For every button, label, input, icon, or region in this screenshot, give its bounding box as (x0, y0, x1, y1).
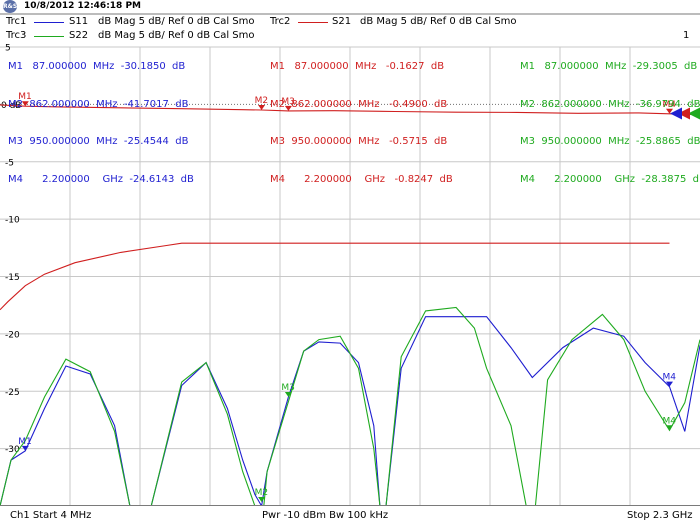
reference-arrow-icon (688, 107, 700, 120)
trace-swatch (298, 22, 328, 23)
marker-triangle (258, 104, 266, 110)
trace-legend-trc3[interactable]: Trc3 S22 dB Mag 5 dB/ Ref 0 dB Cal Smo (6, 30, 255, 43)
trace-param: S11 (69, 16, 89, 27)
marker-label: M2 (255, 96, 269, 106)
y-tick-label: -30 (5, 445, 20, 455)
marker-label: M1 (18, 437, 32, 447)
page-indicator: 1 (683, 30, 690, 41)
trace-desc: dB Mag 5 dB/ Ref 0 dB Cal Smo (360, 16, 517, 27)
y-tick-label: 5 (5, 44, 11, 54)
y-tick-label: -10 (5, 216, 20, 226)
marker-row: M1 87.000000 MHz -29.3005 dB (520, 61, 698, 72)
marker-row: M3 950.000000 MHz -0.5715 dB (270, 136, 448, 147)
timestamp: 10/8/2012 12:46:18 PM (24, 1, 141, 11)
marker-triangle (258, 497, 266, 502)
marker-triangle (21, 445, 29, 451)
status-footer: Ch1 Start 4 MHz Pwr -10 dBm Bw 100 kHz S… (0, 506, 700, 525)
trace-id: Trc1 (6, 16, 27, 27)
title-bar: R&S 10/8/2012 12:46:18 PM (0, 0, 700, 14)
trace-param: S22 (69, 30, 89, 41)
marker-row: M4 2.200000 GHz -28.3875 dB (520, 173, 700, 185)
trace-desc: dB Mag 5 dB/ Ref 0 dB Cal Smo (98, 30, 255, 41)
marker-row: M1 87.000000 MHz -0.1627 dB (270, 61, 445, 72)
trace-id: Trc3 (6, 30, 27, 41)
marker-triangle (666, 108, 674, 114)
marker-triangle (666, 425, 674, 431)
marker-triangle (21, 101, 29, 107)
marker-table-s22: M1 87.000000 MHz -29.3005 dB M2 862.0000… (520, 36, 700, 199)
marker-row: M3 950.000000 MHz -25.4544 dB (8, 136, 189, 147)
marker-label: M2 (255, 488, 269, 498)
marker-triangle (284, 391, 292, 397)
power-bandwidth: Pwr -10 dBm Bw 100 kHz (262, 510, 389, 521)
trace-id: Trc2 (270, 16, 291, 27)
series-line-s22 (0, 306, 700, 506)
marker-triangle (666, 381, 674, 387)
trace-swatch (34, 22, 64, 23)
trace-legend-trc2[interactable]: Trc2 S21 dB Mag 5 dB/ Ref 0 dB Cal Smo (270, 16, 517, 29)
trace-desc: dB Mag 5 dB/ Ref 0 dB Cal Smo (98, 16, 255, 27)
reference-arrow-icon (678, 107, 690, 120)
trace-legend-trc1[interactable]: Trc1 S11 dB Mag 5 dB/ Ref 0 dB Cal Smo (6, 16, 255, 29)
y-tick-label: -5 (5, 158, 14, 168)
marker-row: M2 862.000000 MHz -0.4900 dB (270, 98, 448, 110)
marker-row: M3 950.000000 MHz -25.8865 dB (520, 136, 700, 147)
marker-row: M2 862.000000 MHz -36.9794 dB (520, 98, 700, 110)
marker-table-s21: M1 87.000000 MHz -0.1627 dB M2 862.00000… (270, 36, 453, 199)
reference-arrow-icon (670, 107, 682, 120)
marker-row: M1 87.000000 MHz -30.1850 dB (8, 61, 186, 72)
marker-label: M4 (663, 373, 677, 383)
marker-row: M4 2.200000 GHz -0.8247 dB (270, 173, 453, 185)
stop-frequency: Stop 2.3 GHz (627, 510, 693, 521)
marker-label: M3 (281, 97, 295, 107)
y-tick-label: -25 (5, 388, 20, 398)
marker-triangle (284, 105, 292, 111)
series-line-s21 (0, 104, 700, 116)
marker-label: M3 (281, 383, 295, 393)
trace-param: S21 (332, 16, 352, 27)
start-frequency: Ch1 Start 4 MHz (10, 510, 92, 521)
y-tick-label: -20 (5, 330, 20, 340)
marker-label: M4 (663, 100, 677, 110)
marker-table-s11: M1 87.000000 MHz -30.1850 dB M2 862.0000… (8, 36, 194, 199)
marker-row: M4 2.200000 GHz -24.6143 dB (8, 173, 194, 185)
trace-swatch (34, 36, 64, 37)
y-tick-label: -15 (5, 273, 20, 283)
rs-logo-icon: R&S (3, 0, 17, 13)
series-line-s21 (0, 242, 670, 311)
series-line-s11 (0, 316, 700, 506)
marker-label: M4 (663, 416, 677, 426)
marker-label: M1 (18, 92, 32, 102)
marker-row: M2 862.000000 MHz -41.7017 dB (8, 98, 189, 110)
